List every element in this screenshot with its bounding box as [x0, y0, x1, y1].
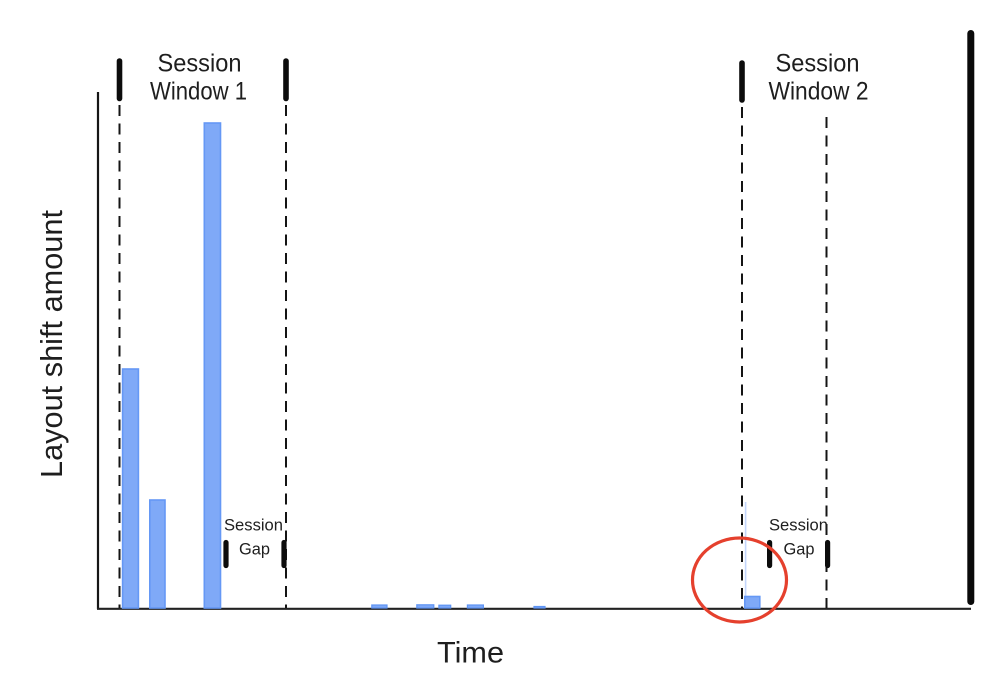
svg-text:Time: Time: [437, 637, 504, 670]
svg-text:Session: Session: [224, 516, 283, 535]
svg-text:Layout shift amount: Layout shift amount: [34, 210, 69, 478]
svg-text:Gap: Gap: [239, 540, 270, 559]
svg-text:Window 2: Window 2: [769, 78, 869, 106]
svg-text:Session: Session: [158, 50, 242, 78]
svg-text:Window 1: Window 1: [150, 78, 247, 106]
svg-text:Session: Session: [776, 50, 860, 78]
svg-text:Session: Session: [769, 516, 828, 535]
svg-text:Gap: Gap: [784, 540, 815, 559]
